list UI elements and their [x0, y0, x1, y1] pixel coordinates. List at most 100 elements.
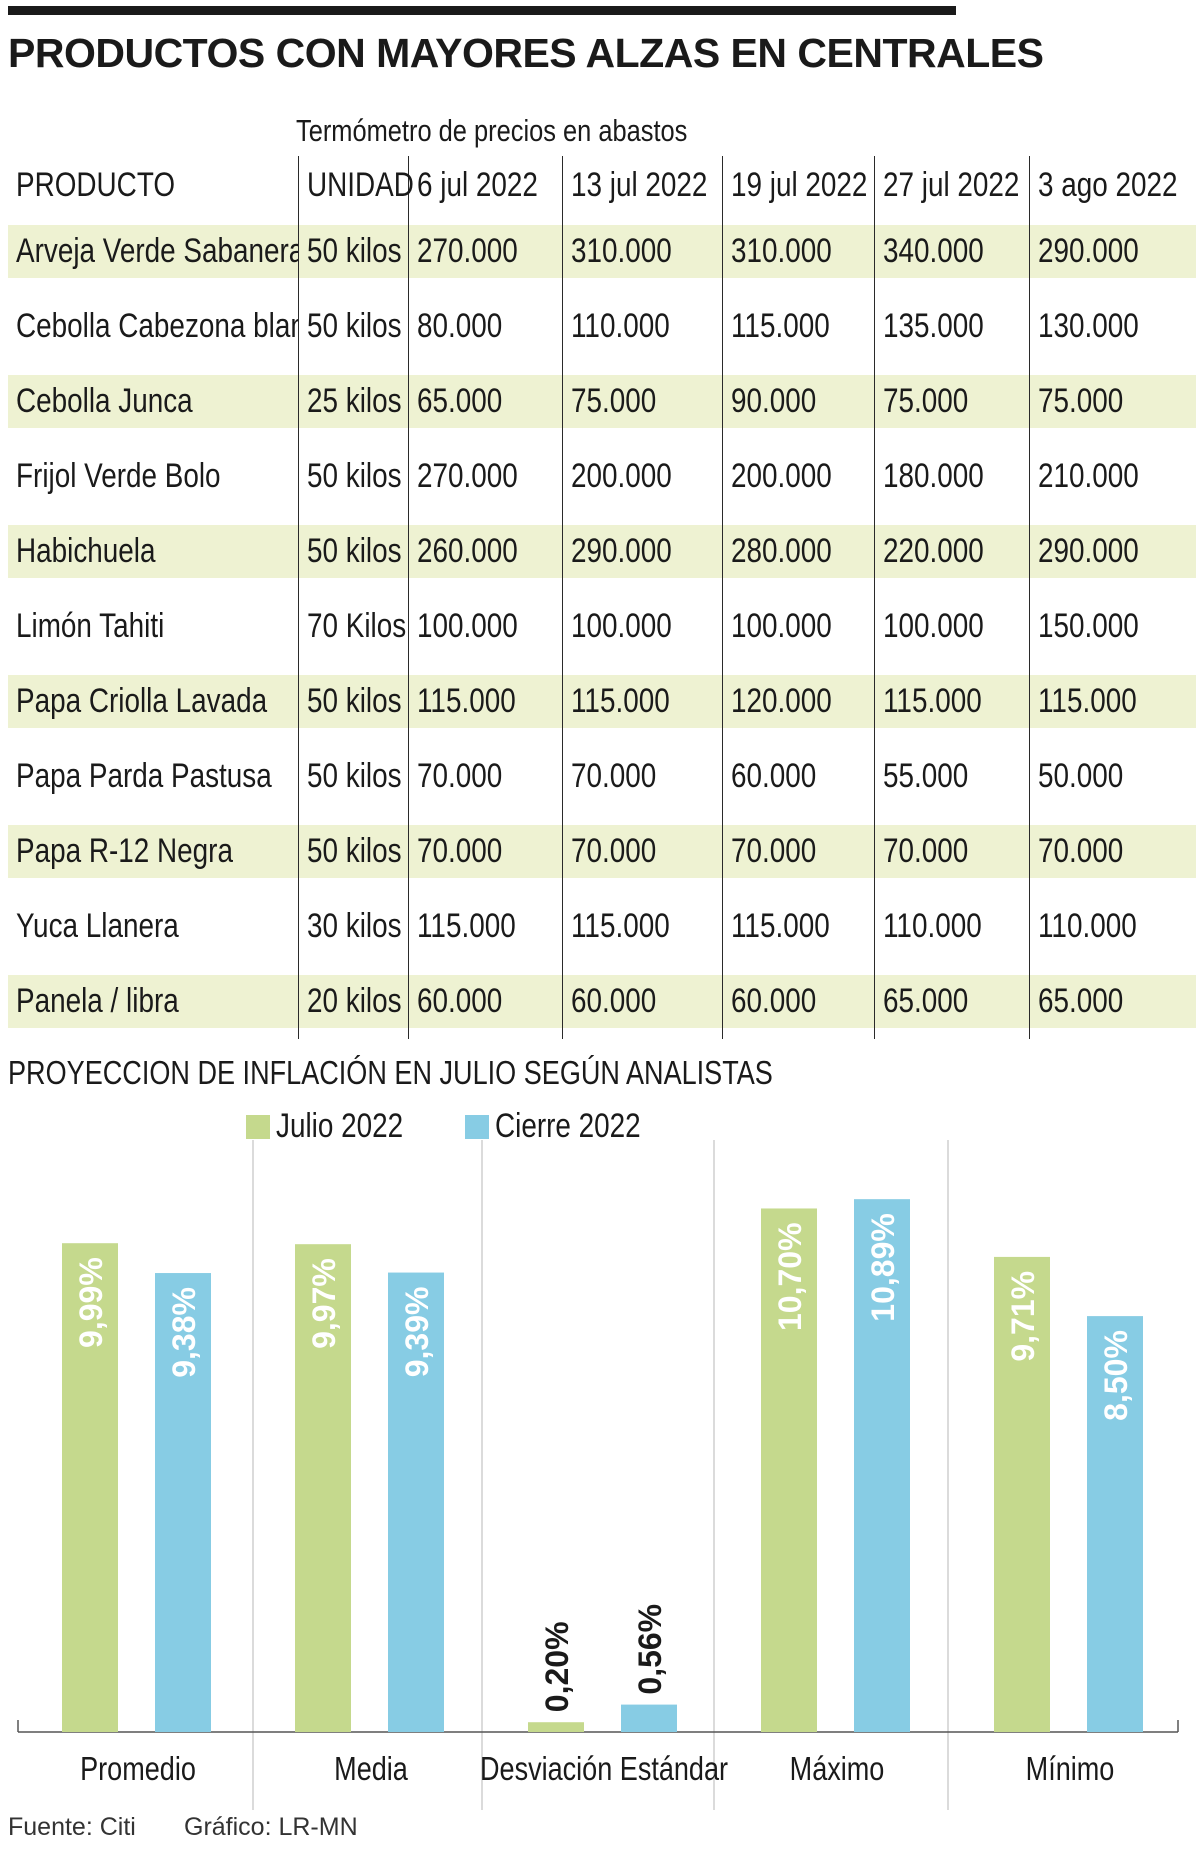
price-cell: 75.000 — [1028, 364, 1196, 439]
bar-cierre — [621, 1704, 677, 1732]
unit-cell: 50 kilos — [297, 289, 408, 364]
credit-note: Gráfico: LR-MN — [184, 1813, 358, 1841]
table-header-4: 19 jul 2022 — [721, 156, 874, 214]
table-subtitle: Termómetro de precios en abastos — [296, 113, 688, 148]
price-cell: 115.000 — [561, 664, 722, 739]
price-cell: 70.000 — [407, 814, 562, 889]
product-cell: Frijol Verde Bolo — [16, 457, 221, 495]
price-cell: 115.000 — [407, 889, 562, 964]
bar-value-label: 10,89% — [865, 1213, 901, 1322]
price-cell: 90.000 — [721, 364, 874, 439]
price-cell: 135.000 — [873, 289, 1029, 364]
unit-cell: 50 kilos — [297, 664, 408, 739]
price-cell: 50.000 — [1028, 739, 1196, 814]
price-cell: 60.000 — [721, 739, 874, 814]
bar-value-label: 8,50% — [1098, 1330, 1134, 1421]
table-row: Frijol Verde Bolo 50 kilos 270.000 200.000 2… — [8, 439, 1196, 514]
unit-cell: 20 kilos — [297, 964, 408, 1039]
category-label: Media — [334, 1752, 408, 1788]
price-cell: 60.000 — [407, 964, 562, 1039]
top-rule — [8, 6, 956, 15]
inflation-bar-chart: 9,99% 9,38% Promedio 9,97% 9,39% Media 0,20% 0,… — [17, 1140, 1179, 1810]
product-cell: Cebolla Cabezona blanca — [16, 307, 298, 345]
product-cell: Habichuela — [8, 514, 298, 589]
price-cell: 115.000 — [721, 289, 874, 364]
product-cell: Papa Parda Pastusa — [16, 757, 272, 795]
legend-item-julio: Julio 2022 — [246, 1107, 431, 1146]
bar-value-label: 0,20% — [539, 1621, 575, 1712]
price-cell: 110.000 — [1028, 889, 1196, 964]
price-cell: 70.000 — [561, 814, 722, 889]
table-header-1: UNIDAD — [297, 156, 413, 214]
table-header-5: 27 jul 2022 — [873, 156, 1029, 214]
price-cell: 310.000 — [721, 214, 874, 289]
table-header-3: 13 jul 2022 — [561, 156, 722, 214]
table-row: Yuca Llanera 30 kilos 115.000 115.000 115.00… — [8, 889, 1196, 964]
product-cell: Cebolla Junca — [8, 364, 298, 439]
unit-cell: 50 kilos — [297, 514, 408, 589]
bar-value-label: 9,99% — [73, 1257, 109, 1348]
price-cell: 270.000 — [407, 439, 562, 514]
price-cell: 210.000 — [1028, 439, 1196, 514]
category-label: Desviación Estándar — [480, 1752, 728, 1788]
legend-swatch-julio — [246, 1114, 270, 1139]
price-cell: 75.000 — [561, 364, 722, 439]
price-cell: 70.000 — [721, 814, 874, 889]
price-cell: 70.000 — [407, 739, 562, 814]
category-label: Mínimo — [1026, 1752, 1115, 1788]
price-cell: 120.000 — [721, 664, 874, 739]
bar-julio — [994, 1256, 1050, 1732]
product-cell: Yuca Llanera — [16, 907, 179, 945]
unit-cell: 30 kilos — [297, 889, 408, 964]
table-row: Papa Criolla Lavada 50 kilos 115.000 115.00… — [8, 664, 1196, 739]
legend-swatch-cierre — [465, 1114, 489, 1139]
price-cell: 100.000 — [873, 589, 1029, 664]
product-cell: Papa Criolla Lavada — [8, 664, 298, 739]
product-cell: Panela / libra — [8, 964, 298, 1039]
bar-cierre — [388, 1272, 444, 1732]
price-cell: 110.000 — [561, 289, 722, 364]
price-cell: 65.000 — [873, 964, 1029, 1039]
unit-cell: 50 kilos — [297, 739, 408, 814]
bar-julio — [62, 1243, 118, 1732]
table-header-6: 3 ago 2022 — [1028, 156, 1196, 214]
bar-julio — [761, 1208, 817, 1732]
price-cell: 115.000 — [1028, 664, 1196, 739]
legend-label-cierre: Cierre 2022 — [495, 1107, 641, 1145]
price-cell: 115.000 — [561, 889, 722, 964]
table-row: Papa Parda Pastusa 50 kilos 70.000 70.000 60… — [8, 739, 1196, 814]
price-cell: 70.000 — [561, 739, 722, 814]
product-cell: Limón Tahiti — [16, 607, 165, 645]
price-cell: 200.000 — [561, 439, 722, 514]
bar-julio — [295, 1244, 351, 1732]
bar-cierre — [1087, 1316, 1143, 1732]
unit-cell: 50 kilos — [297, 814, 408, 889]
price-cell: 55.000 — [873, 739, 1029, 814]
table-row: Cebolla Cabezona blanca50 kilos80.000110… — [8, 289, 1196, 364]
price-cell: 100.000 — [721, 589, 874, 664]
price-cell: 280.000 — [721, 514, 874, 589]
table-row: Limón Tahiti 70 Kilos 100.000 100.000 100.00… — [8, 589, 1196, 664]
legend-label-julio: Julio 2022 — [276, 1107, 404, 1145]
category-label: Promedio — [80, 1752, 196, 1788]
bar-value-label: 9,71% — [1005, 1271, 1041, 1362]
table-header-row: PRODUCTO UNIDAD 6 jul 2022 13 jul 2022 19 ju… — [8, 156, 1196, 214]
unit-cell: 25 kilos — [297, 364, 408, 439]
price-cell: 270.000 — [407, 214, 562, 289]
price-cell: 65.000 — [1028, 964, 1196, 1039]
legend-item-cierre: Cierre 2022 — [465, 1107, 673, 1146]
table-row: Arveja Verde Sabanera 50 kilos 270.000 310.… — [8, 214, 1196, 289]
product-cell: Arveja Verde Sabanera — [8, 214, 298, 289]
price-cell: 75.000 — [873, 364, 1029, 439]
price-cell: 115.000 — [721, 889, 874, 964]
price-cell: 65.000 — [407, 364, 562, 439]
price-cell: 200.000 — [721, 439, 874, 514]
unit-cell: 70 Kilos — [297, 589, 408, 664]
bar-cierre — [854, 1199, 910, 1732]
price-cell: 290.000 — [1028, 514, 1196, 589]
bar-value-label: 10,70% — [772, 1222, 808, 1331]
price-cell: 180.000 — [873, 439, 1029, 514]
table-header-2: 6 jul 2022 — [407, 156, 562, 214]
source-note: Fuente: Citi — [8, 1813, 136, 1841]
price-table: PRODUCTO UNIDAD 6 jul 2022 13 jul 2022 19 ju… — [8, 156, 1196, 1039]
